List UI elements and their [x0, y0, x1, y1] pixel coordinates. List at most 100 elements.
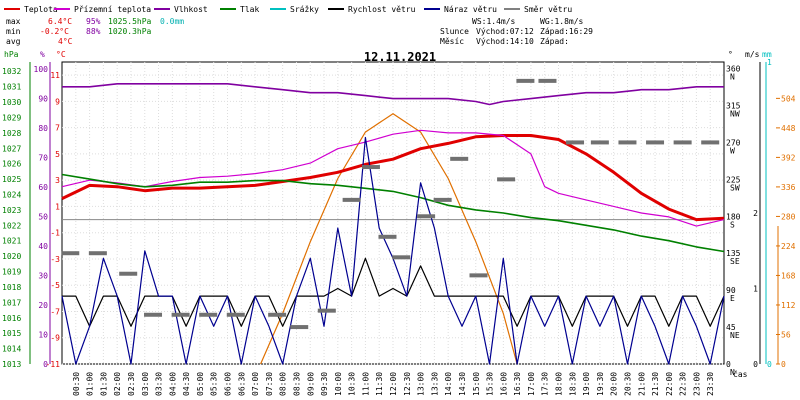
wind-direction-mark	[119, 271, 138, 276]
x-tick-label: 11:00	[361, 372, 370, 396]
x-tick-label: 18:00	[555, 372, 564, 396]
wind-direction-mark	[268, 312, 287, 317]
percent-tick-label: 0	[43, 360, 48, 369]
grid	[61, 61, 725, 365]
legend-label-5: Rychlost větru	[348, 5, 416, 14]
stat-max-rain: 0.0mm	[160, 17, 184, 26]
hpa-tick-label: 1018	[2, 283, 21, 292]
stat-max-hum: 95%	[86, 17, 101, 26]
temp-tick-label: -7	[50, 307, 60, 316]
direction-name-label: SW	[730, 183, 740, 192]
x-tick-label: 11:30	[375, 372, 384, 396]
wind-gust-info: WG:1.8m/s	[540, 17, 584, 26]
temp-tick-label: 5	[55, 150, 60, 159]
hpa-tick-label: 1024	[2, 191, 21, 200]
temp-tick-label: -9	[50, 334, 60, 343]
wind-speed-info: WS:1.4m/s	[472, 17, 516, 26]
direction-name-label: E	[730, 294, 735, 303]
x-tick-label: 10:30	[348, 372, 357, 396]
x-tick-label: 14:30	[458, 372, 467, 396]
x-tick-label: 09:30	[320, 372, 329, 396]
percent-tick-label: 90	[38, 95, 48, 104]
axis-percent-title: %	[40, 50, 45, 59]
solar-tick-label: 504	[781, 94, 796, 103]
solar-radiation-line	[260, 112, 518, 365]
percent-tick-label: 20	[38, 301, 48, 310]
x-tick-label: 02:30	[127, 372, 136, 396]
direction-tick-label: 135	[726, 249, 741, 258]
hpa-tick-label: 1020	[2, 252, 21, 261]
hpa-tick-label: 1026	[2, 160, 21, 169]
rain-tick-label: 1	[767, 58, 772, 67]
sun-set: Západ:16:29	[540, 27, 593, 36]
direction-name-label: NW	[730, 109, 740, 118]
legend-label-3: Tlak	[240, 5, 259, 14]
wind-direction-mark	[566, 140, 585, 145]
sun-rise: Východ:07:12	[476, 27, 534, 36]
direction-name-label: SE	[730, 257, 740, 266]
x-tick-label: 05:00	[196, 372, 205, 396]
legend-label-0: Teplota	[24, 5, 58, 14]
series-line-0	[61, 134, 725, 222]
axis-rain-title: mm	[762, 50, 772, 59]
x-tick-label: 13:00	[417, 372, 426, 396]
x-tick-label: 00:30	[72, 372, 81, 396]
x-tick-label: 03:00	[141, 372, 150, 396]
hpa-tick-label: 1017	[2, 298, 21, 307]
x-tick-label: 13:30	[430, 372, 439, 396]
wind-direction-mark	[361, 165, 380, 170]
legend-label-1: Přízemní teplota	[74, 5, 151, 14]
legend-label-4: Srážky	[290, 5, 319, 14]
stat-min-temp: -0.2°C	[40, 27, 69, 36]
temp-tick-label: -5	[50, 281, 60, 290]
legend-label-6: Náraz větru	[444, 5, 497, 14]
direction-name-label: N	[730, 368, 735, 377]
hpa-tick-label: 1029	[2, 113, 21, 122]
x-tick-label: 15:00	[472, 372, 481, 396]
stats-panel: max 6.4°C 95% 1025.5hPa 0.0mm min -0.2°C…	[6, 17, 593, 46]
x-tick-label: 22:30	[679, 372, 688, 396]
temp-tick-label: 1	[55, 202, 60, 211]
wind-direction-mark	[450, 156, 469, 161]
wind-direction-mark	[199, 312, 218, 317]
x-tick-label: 05:30	[210, 372, 219, 396]
hpa-tick-label: 1019	[2, 268, 21, 277]
percent-tick-label: 70	[38, 154, 48, 163]
x-tick-label: 22:00	[665, 372, 674, 396]
percent-tick-label: 50	[38, 213, 48, 222]
x-tick-label: 09:00	[306, 372, 315, 396]
x-tick-label: 23:00	[692, 372, 701, 396]
percent-tick-label: 10	[38, 331, 48, 340]
x-tick-label: 06:30	[237, 372, 246, 396]
x-tick-label: 12:00	[389, 372, 398, 396]
x-tick-label: 04:00	[168, 372, 177, 396]
temp-tick-label: 11	[50, 71, 60, 80]
solar-tick-label: 448	[781, 124, 796, 133]
x-tick-label: 10:00	[334, 372, 343, 396]
wind-direction-mark	[317, 308, 336, 313]
x-axis-label: čas	[733, 369, 748, 379]
stat-avg-label: avg	[6, 37, 21, 46]
hpa-tick-label: 1013	[2, 360, 21, 369]
wind-direction-mark	[701, 140, 720, 145]
axis-hpa-title: hPa	[4, 50, 19, 59]
stat-min-press: 1020.3hPa	[108, 27, 152, 36]
x-tick-label: 17:00	[527, 372, 536, 396]
wind-direction-mark	[378, 234, 397, 239]
chart-title: 12.11.2021	[364, 50, 436, 64]
x-tick-label: 21:00	[637, 372, 646, 396]
direction-tick-label: 270	[726, 138, 741, 147]
series-line-5	[61, 136, 725, 365]
hpa-tick-label: 1023	[2, 206, 21, 215]
hpa-tick-label: 1015	[2, 329, 21, 338]
wind-direction-mark	[469, 273, 488, 278]
legend: Teplota Přízemní teplota Vlhkost Tlak Srážky…	[4, 5, 572, 14]
x-tick-label: 20:00	[610, 372, 619, 396]
wind-direction-mark	[618, 140, 637, 145]
solar-tick-label: 280	[781, 212, 796, 221]
temp-tick-label: 3	[55, 176, 60, 185]
stat-max-label: max	[6, 17, 21, 26]
temp-tick-label: -1	[50, 229, 60, 238]
wind-direction-mark	[290, 325, 309, 330]
